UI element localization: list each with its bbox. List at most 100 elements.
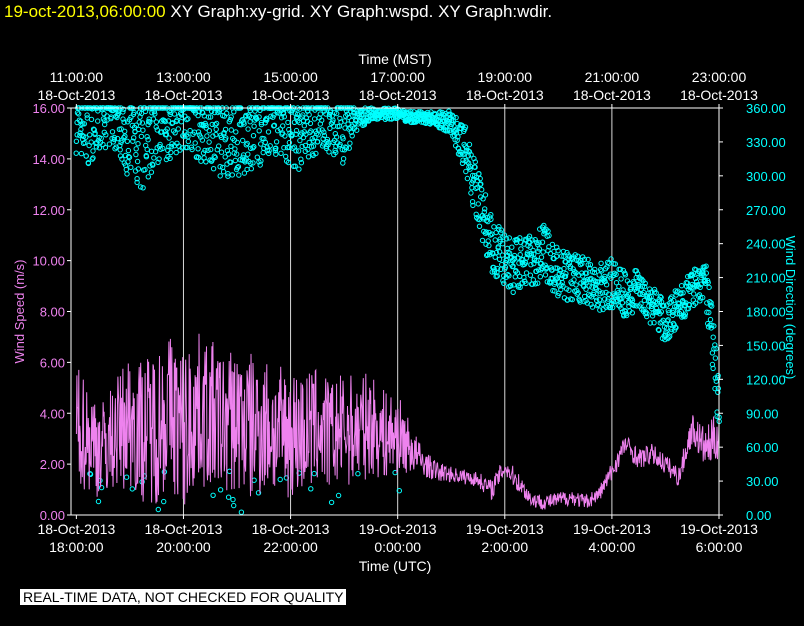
direction-point [165,118,172,124]
left-axis-label: Wind Speed (m/s) [12,259,27,363]
direction-point [308,128,314,134]
direction-point [138,133,145,140]
direction-point [340,136,346,142]
direction-point [326,149,332,155]
direction-point [135,166,142,172]
direction-point [707,299,713,305]
direction-point [235,164,242,170]
direction-point [546,244,552,250]
direction-point [693,279,700,285]
direction-point [706,284,712,291]
direction-point [209,157,215,163]
right-tick-label: 60.00 [746,440,779,455]
bottom-tick-date: 18-Oct-2013 [37,521,115,537]
bottom-tick-date: 19-Oct-2013 [680,521,758,537]
direction-point [523,270,530,276]
direction-point [273,139,280,145]
direction-point [670,309,676,316]
direction-point [142,108,149,115]
direction-point [610,304,616,311]
direction-point [121,134,127,141]
direction-point [195,129,202,135]
direction-point [125,147,132,154]
direction-point [106,141,113,147]
direction-point [674,311,680,317]
bottom-tick-date: 19-Oct-2013 [573,521,651,537]
direction-point [124,138,131,145]
direction-point [649,313,656,319]
direction-point [131,109,137,116]
direction-point [102,118,108,124]
direction-point [310,143,317,149]
direction-point [95,118,101,124]
direction-point [715,389,721,395]
direction-point [587,276,593,283]
direction-point [114,112,121,118]
direction-point [323,111,329,117]
direction-point [642,283,648,290]
direction-point [682,311,689,317]
direction-point [203,122,209,129]
right-tick-label: 270.00 [746,203,786,218]
direction-point [552,288,558,294]
direction-point [633,268,639,274]
right-tick-label: 30.00 [746,474,779,489]
direction-point [518,246,524,252]
direction-point [656,327,662,333]
direction-point [234,139,241,146]
direction-point [283,153,289,160]
direction-point [337,141,343,148]
right-tick-label: 90.00 [746,406,779,421]
direction-point [696,292,703,298]
direction-point [647,286,653,292]
direction-point [277,476,283,483]
direction-point [224,110,230,117]
direction-point [233,129,239,135]
direction-point [123,166,130,173]
right-tick-label: 210.00 [746,271,786,286]
direction-point [549,241,556,248]
direction-point [210,133,216,139]
direction-point [198,158,204,164]
direction-point [346,126,352,132]
direction-point [266,150,272,157]
direction-point [349,133,355,139]
direction-point [354,127,360,133]
direction-point [710,365,716,372]
direction-point [334,110,340,117]
direction-point [212,154,218,161]
direction-point [111,134,118,141]
direction-point [185,116,191,122]
direction-point [292,163,298,169]
direction-point [250,160,256,166]
direction-point [492,237,498,243]
direction-point [140,127,146,133]
direction-point [592,266,598,273]
top-tick-time: 15:00:00 [263,69,318,85]
direction-point [700,270,706,276]
top-tick-time: 11:00:00 [50,69,104,85]
direction-point [571,268,578,275]
direction-point [496,256,503,262]
direction-point [95,498,102,505]
direction-point [134,179,140,186]
direction-point [258,141,264,147]
direction-point [234,165,241,171]
direction-point [248,166,255,172]
direction-point [78,126,84,133]
direction-point [167,155,173,162]
direction-point [250,133,257,139]
direction-point [540,249,546,255]
direction-point [711,323,717,329]
direction-point [464,175,471,182]
direction-point [222,126,229,133]
direction-point [499,252,506,258]
direction-point [510,289,516,295]
direction-point [462,124,469,130]
direction-point [73,150,79,156]
direction-point [185,138,192,145]
direction-point [178,119,185,125]
direction-point [211,153,218,159]
bottom-tick-date: 19-Oct-2013 [466,521,544,537]
direction-point [510,263,516,269]
